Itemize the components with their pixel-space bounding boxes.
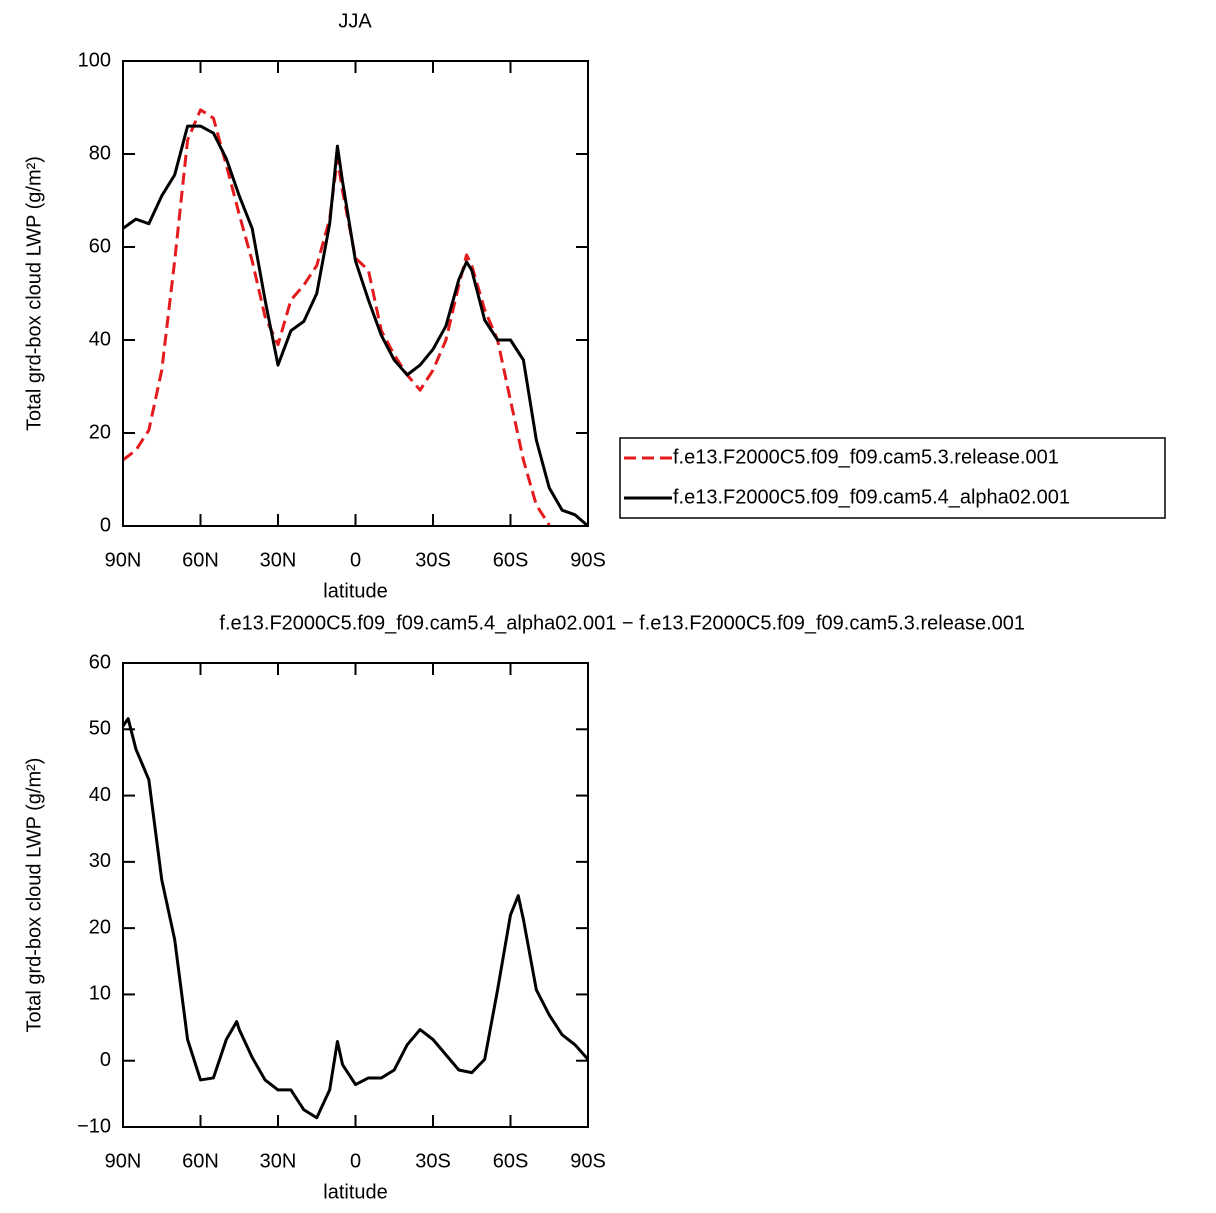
x-axis-label: latitude (323, 1181, 388, 1203)
panel: JJA latitude Total grd-box cloud LWP (g/m²… (23, 10, 1166, 602)
y-tick-label: 40 (89, 328, 111, 350)
legend-box (619, 437, 1166, 519)
data-line (121, 717, 590, 1120)
x-tick-label: 0 (350, 1150, 361, 1172)
y-tick-label: −10 (77, 1115, 111, 1137)
x-tick-label: 30S (415, 549, 451, 571)
y-tick-label: 40 (89, 784, 111, 806)
panel-title: f.e13.F2000C5.f09_f09.cam5.4_alpha02.001… (219, 612, 1025, 634)
y-tick-label: 60 (89, 651, 111, 673)
x-axis-label: latitude (323, 580, 388, 602)
panel: f.e13.F2000C5.f09_f09.cam5.4_alpha02.001… (23, 612, 1025, 1203)
y-tick-label: 0 (100, 1049, 111, 1071)
y-tick-label: 60 (89, 235, 111, 257)
x-tick-label: 30S (415, 1150, 451, 1172)
x-tick-label: 90N (105, 549, 142, 571)
y-tick-label: 100 (78, 49, 111, 71)
x-tick-label: 30N (260, 1150, 297, 1172)
y-axis-label: Total grd-box cloud LWP (g/m²) (23, 758, 45, 1033)
plot-frame (122, 60, 589, 527)
x-tick-label: 60S (493, 549, 529, 571)
plot-frame (122, 662, 589, 1128)
legend-label: f.e13.F2000C5.f09_f09.cam5.4_alpha02.001 (673, 486, 1070, 508)
x-tick-label: 90S (570, 549, 606, 571)
legend-label: f.e13.F2000C5.f09_f09.cam5.3.release.001 (673, 446, 1059, 468)
y-tick-label: 80 (89, 142, 111, 164)
x-tick-label: 30N (260, 549, 297, 571)
x-tick-label: 60N (182, 1150, 219, 1172)
x-tick-label: 90S (570, 1150, 606, 1172)
y-tick-label: 20 (89, 916, 111, 938)
y-tick-label: 10 (89, 983, 111, 1005)
x-tick-label: 0 (350, 549, 361, 571)
x-tick-label: 90N (105, 1150, 142, 1172)
y-tick-label: 20 (89, 421, 111, 443)
y-tick-label: 30 (89, 850, 111, 872)
panel-title: JJA (338, 10, 372, 32)
data-line (122, 124, 589, 528)
y-tick-label: 0 (100, 514, 111, 536)
x-tick-label: 60N (182, 549, 219, 571)
y-axis-label: Total grd-box cloud LWP (g/m²) (23, 156, 45, 431)
y-tick-label: 50 (89, 718, 111, 740)
x-tick-label: 60S (493, 1150, 529, 1172)
